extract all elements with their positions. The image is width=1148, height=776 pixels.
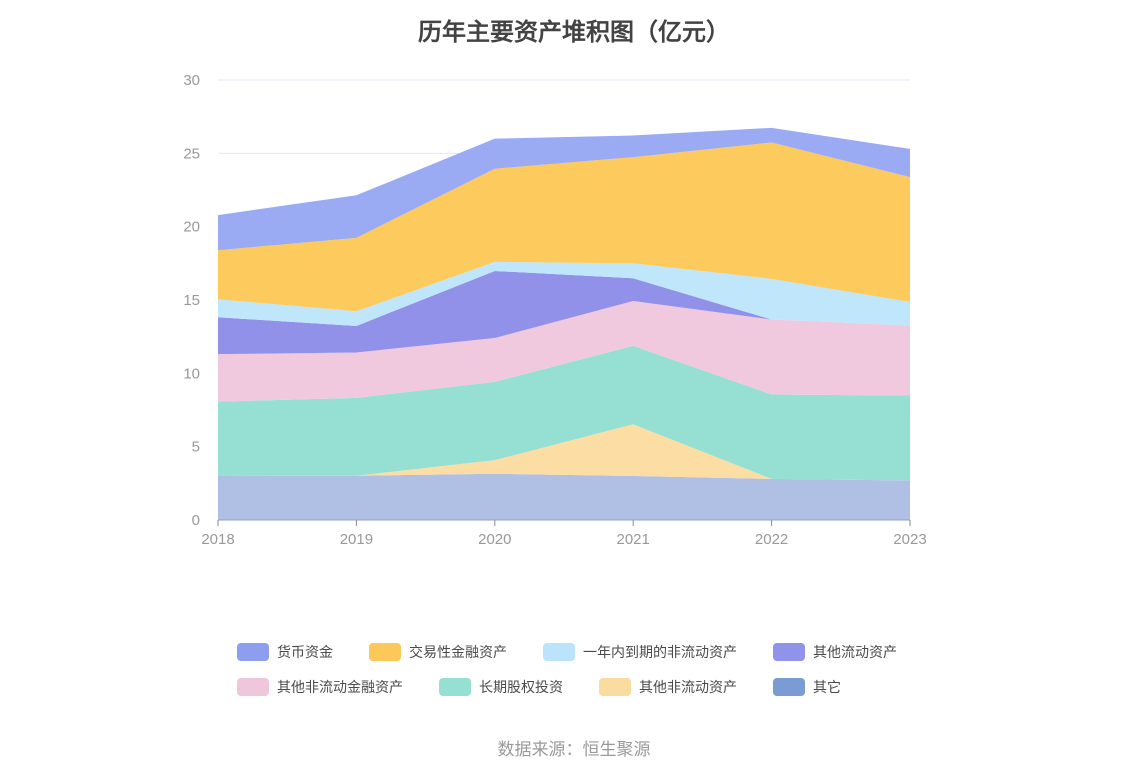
svg-text:2022: 2022 <box>755 531 788 548</box>
svg-text:30: 30 <box>183 72 200 89</box>
svg-text:2020: 2020 <box>478 531 511 548</box>
svg-text:0: 0 <box>192 512 200 529</box>
svg-text:5: 5 <box>192 439 200 456</box>
svg-text:2018: 2018 <box>201 531 234 548</box>
svg-text:20: 20 <box>183 219 200 236</box>
svg-text:2019: 2019 <box>340 531 373 548</box>
svg-text:25: 25 <box>183 145 200 162</box>
svg-text:10: 10 <box>183 365 200 382</box>
svg-text:15: 15 <box>183 292 200 309</box>
svg-text:2023: 2023 <box>893 531 926 548</box>
svg-text:2021: 2021 <box>617 531 650 548</box>
